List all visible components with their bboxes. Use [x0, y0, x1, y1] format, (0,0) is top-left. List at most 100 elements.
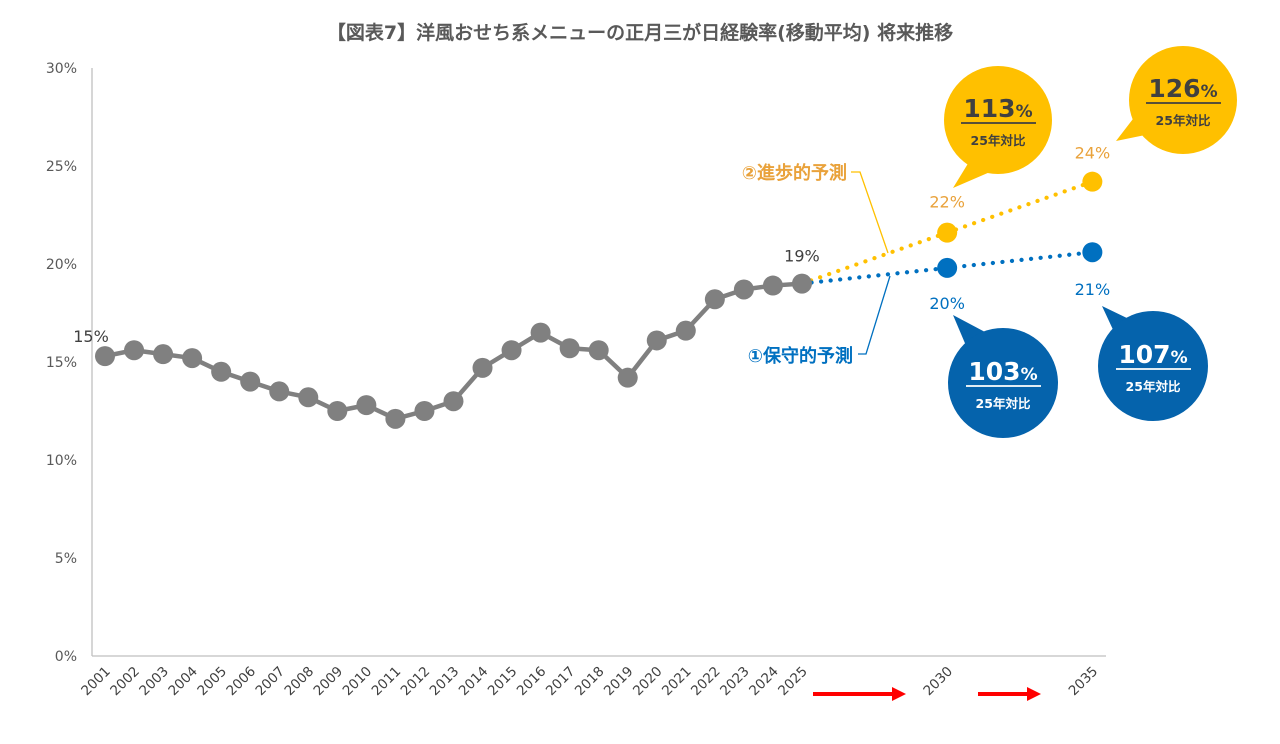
data-point-actual — [530, 322, 551, 343]
bubble-body — [1129, 46, 1237, 154]
bubble-ratio: 126% — [1148, 74, 1217, 103]
data-point-actual — [559, 338, 580, 359]
x-tick-label: 2002 — [107, 664, 143, 700]
x-tick-label: 2014 — [456, 664, 492, 700]
data-point-progressive — [1082, 171, 1103, 192]
series-label-progressive: ②進歩的予測 — [742, 162, 847, 184]
x-tick-label: 2025 — [775, 664, 811, 700]
bubble-ratio-value: 126 — [1148, 74, 1200, 103]
series-points — [95, 171, 1103, 429]
bubble-subtitle: 25年対比 — [971, 133, 1026, 148]
arrow-head — [892, 687, 906, 701]
data-label: 21% — [1075, 280, 1111, 299]
data-point-actual — [385, 408, 406, 429]
x-tick-labels: 2001200220032004200520062007200820092010… — [78, 664, 1101, 700]
x-tick-label: 2022 — [688, 664, 724, 700]
data-label: 24% — [1075, 144, 1111, 163]
data-point-actual — [269, 381, 290, 402]
bubble-ratio-value: 107 — [1118, 340, 1170, 369]
data-point-actual — [327, 401, 348, 421]
data-point-actual — [588, 340, 609, 361]
data-point-actual — [733, 279, 754, 300]
bubble-ratio-value: 103 — [968, 357, 1020, 386]
x-tick-label: 2007 — [252, 664, 288, 700]
x-tick-label: 2013 — [427, 664, 463, 700]
x-tick-label: 2035 — [1066, 664, 1102, 700]
callout-bubble: 103% 25年対比 — [948, 315, 1058, 438]
bubble-subtitle: 25年対比 — [1126, 379, 1181, 394]
bubble-ratio-value: 113 — [963, 94, 1015, 123]
bubble-ratio-unit: % — [1201, 82, 1218, 102]
chart-title: 【図表7】洋風おせち系メニューの正月三が日経験率(移動平均) 将来推移 — [326, 22, 954, 44]
x-tick-label: 2021 — [659, 664, 695, 700]
callout-bubble: 113% 25年対比 — [944, 66, 1052, 188]
data-point-actual — [443, 391, 464, 412]
bubble-body — [948, 328, 1058, 438]
callout-bubbles: 113% 25年対比 126% 25年対比 103% 25年対比 107% 25年対比 — [944, 46, 1237, 438]
bubble-ratio: 107% — [1118, 340, 1187, 369]
x-tick-label: 2010 — [340, 664, 376, 700]
data-point-progressive — [937, 222, 958, 243]
bubble-ratio: 113% — [963, 94, 1032, 123]
data-point-actual — [704, 289, 725, 310]
bubble-subtitle: 25年対比 — [976, 396, 1031, 411]
y-tick-label: 0% — [55, 649, 77, 665]
y-tick-label: 10% — [46, 453, 77, 469]
x-tick-label: 2008 — [281, 664, 317, 700]
y-tick-label: 5% — [55, 551, 77, 567]
data-point-conservative — [937, 257, 958, 278]
x-tick-label: 2024 — [746, 664, 782, 700]
data-label: 22% — [929, 193, 965, 212]
data-point-actual — [298, 387, 319, 408]
series-leader-lines — [851, 171, 891, 355]
data-label: 20% — [929, 294, 965, 313]
x-tick-label: 2011 — [369, 664, 405, 700]
data-labels: 15% 19% 22% 24% 20% 21% — [73, 144, 1110, 346]
data-label: 19% — [784, 247, 820, 266]
timeline-arrows — [813, 687, 1041, 701]
data-point-actual — [762, 275, 783, 296]
data-point-actual — [356, 395, 377, 416]
x-tick-label: 2019 — [601, 664, 637, 700]
y-tick-label: 15% — [46, 355, 77, 371]
callout-bubble: 107% 25年対比 — [1098, 306, 1208, 421]
bubble-ratio-unit: % — [1016, 102, 1033, 122]
callout-bubble: 126% 25年対比 — [1116, 46, 1237, 154]
leader-line-conservative — [858, 275, 891, 355]
bubble-subtitle: 25年対比 — [1156, 113, 1211, 128]
x-tick-label: 2005 — [194, 664, 230, 700]
data-point-actual — [617, 367, 638, 388]
data-point-actual — [95, 346, 115, 367]
bubble-body — [944, 66, 1052, 174]
data-point-actual — [240, 371, 261, 392]
x-tick-label: 2018 — [572, 664, 608, 700]
y-tick-label: 25% — [46, 159, 77, 175]
bubble-body — [1098, 311, 1208, 421]
data-label: 15% — [73, 327, 109, 346]
data-point-actual — [646, 330, 667, 351]
data-point-actual — [472, 357, 493, 378]
bubble-tail — [953, 315, 985, 348]
x-tick-label: 2001 — [78, 664, 114, 700]
arrow-head — [1027, 687, 1041, 701]
bubble-tail — [1102, 306, 1131, 334]
data-point-actual — [501, 340, 522, 361]
x-tick-label: 2016 — [514, 664, 550, 700]
data-point-actual — [791, 273, 812, 294]
x-tick-label: 2023 — [717, 664, 753, 700]
y-tick-labels: 0% 5% 10% 15% 20% 25% 30% — [46, 61, 77, 665]
x-tick-label: 2003 — [136, 664, 172, 700]
x-tick-label: 2017 — [543, 664, 579, 700]
series-labels: ②進歩的予測 ①保守的予測 — [742, 162, 853, 367]
x-tick-label: 2006 — [223, 664, 259, 700]
y-tick-label: 30% — [46, 61, 77, 77]
data-point-actual — [124, 340, 145, 361]
arrow-right-icon — [978, 687, 1041, 701]
bubble-ratio-unit: % — [1171, 348, 1188, 368]
x-tick-label: 2009 — [311, 664, 347, 700]
data-point-conservative — [1082, 242, 1103, 263]
data-point-actual — [414, 401, 435, 421]
data-point-actual — [211, 361, 232, 382]
x-tick-label: 2020 — [630, 664, 666, 700]
